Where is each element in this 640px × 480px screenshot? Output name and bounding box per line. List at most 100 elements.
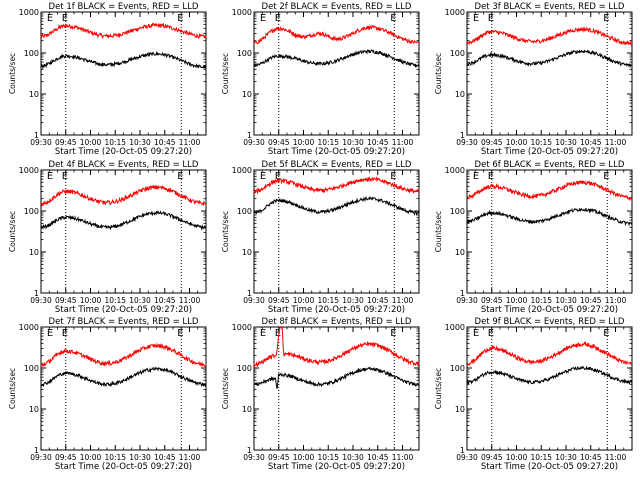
y-axis-label: Counts/sec	[221, 211, 230, 252]
y-tick-label: 1000	[445, 8, 465, 17]
y-tick-label: 100	[450, 207, 465, 216]
x-tick-label: 11:00	[392, 453, 414, 462]
x-tick-label: 10:30	[555, 296, 577, 305]
x-tick-label: 09:30	[30, 138, 52, 147]
y-tick-label: 1000	[19, 166, 39, 175]
x-tick-label: 09:45	[268, 296, 290, 305]
x-axis-label: Start Time (20-Oct-05 09:27:20)	[268, 147, 405, 157]
y-tick-label: 1	[460, 446, 465, 455]
x-tick-label: 09:30	[456, 453, 478, 462]
event-marker-label: E	[177, 13, 183, 24]
series-lld-red	[253, 176, 420, 195]
x-tick-label: 10:30	[129, 296, 151, 305]
event-marker-label: E	[603, 13, 609, 24]
y-axis-label: Counts/sec	[221, 53, 230, 94]
y-tick-label: 100	[237, 49, 252, 58]
y-tick-label: 1	[34, 289, 39, 298]
x-tick-label: 09:30	[243, 453, 265, 462]
event-marker-label: E	[488, 13, 494, 24]
series-lld-red	[40, 184, 207, 208]
chart-title: Det 9f BLACK = Events, RED = LLD	[475, 317, 625, 327]
event-marker-label: E	[62, 328, 68, 339]
x-tick-label: 10:00	[293, 296, 315, 305]
event-marker-label: E	[473, 328, 479, 339]
y-axis-label: Counts/sec	[8, 211, 17, 252]
chart-panel-7: Det 7f BLACK = Events, RED = LLD 1 10 100 10…	[8, 317, 207, 472]
event-marker-label: E	[603, 171, 609, 182]
x-axis-label: Start Time (20-Oct-05 09:27:20)	[55, 462, 192, 472]
x-axis-label: Start Time (20-Oct-05 09:27:20)	[268, 462, 405, 472]
x-tick-label: 09:30	[243, 138, 265, 147]
event-marker-label: E	[260, 171, 266, 182]
series-lld-red	[253, 24, 420, 45]
y-tick-label: 1	[247, 289, 252, 298]
y-axis-label: Counts/sec	[8, 368, 17, 409]
y-tick-label: 1000	[19, 323, 39, 332]
chart-title: Det 4f BLACK = Events, RED = LLD	[49, 160, 199, 170]
y-tick-label: 100	[450, 364, 465, 373]
y-tick-label: 1	[460, 131, 465, 140]
x-tick-label: 11:00	[605, 138, 627, 147]
y-tick-label: 1	[460, 289, 465, 298]
series-events-black	[466, 49, 633, 68]
chart-title: Det 3f BLACK = Events, RED = LLD	[475, 2, 625, 12]
y-tick-label: 1000	[232, 166, 252, 175]
event-marker-label: E	[260, 13, 266, 24]
series-lld-red	[466, 179, 633, 202]
x-axis-label: Start Time (20-Oct-05 09:27:20)	[55, 147, 192, 157]
x-axis-label: Start Time (20-Oct-05 09:27:20)	[481, 305, 618, 315]
y-tick-label: 1000	[232, 8, 252, 17]
event-marker-label: E	[62, 171, 68, 182]
x-tick-label: 10:30	[129, 138, 151, 147]
x-tick-label: 11:00	[605, 453, 627, 462]
x-tick-label: 10:00	[506, 453, 528, 462]
y-tick-label: 1	[247, 131, 252, 140]
x-tick-label: 10:15	[104, 138, 126, 147]
x-tick-label: 09:45	[55, 296, 77, 305]
series-events-black	[254, 366, 420, 389]
y-tick-label: 10	[455, 90, 465, 99]
event-marker-label: E	[390, 13, 396, 24]
event-marker-label: E	[177, 328, 183, 339]
event-marker-label: E	[177, 171, 183, 182]
chart-title: Det 8f BLACK = Events, RED = LLD	[262, 317, 412, 327]
series-lld-red	[466, 340, 633, 366]
event-marker-label: E	[473, 171, 479, 182]
x-tick-label: 11:00	[179, 296, 201, 305]
chart-panel-2: Det 2f BLACK = Events, RED = LLD 1 10 100 10…	[221, 2, 420, 157]
x-axis-label: Start Time (20-Oct-05 09:27:20)	[268, 305, 405, 315]
x-tick-label: 11:00	[392, 296, 414, 305]
x-axis-label: Start Time (20-Oct-05 09:27:20)	[481, 462, 618, 472]
x-tick-label: 09:45	[481, 138, 503, 147]
x-tick-label: 10:15	[530, 453, 552, 462]
x-tick-label: 10:15	[317, 453, 339, 462]
y-tick-label: 10	[29, 405, 39, 414]
y-tick-label: 10	[242, 248, 252, 257]
y-tick-label: 10	[242, 405, 252, 414]
series-events-black	[40, 210, 207, 231]
x-tick-label: 10:45	[154, 296, 176, 305]
chart-title: Det 7f BLACK = Events, RED = LLD	[49, 317, 199, 327]
event-marker-label: E	[47, 328, 53, 339]
x-tick-label: 10:45	[580, 453, 602, 462]
series-events-black	[40, 50, 207, 70]
x-tick-label: 10:15	[317, 296, 339, 305]
x-tick-label: 10:45	[154, 138, 176, 147]
x-tick-label: 09:45	[55, 138, 77, 147]
x-tick-label: 09:45	[481, 296, 503, 305]
event-marker-label: E	[390, 171, 396, 182]
y-axis-label: Counts/sec	[434, 211, 443, 252]
series-lld-red	[253, 326, 420, 369]
x-tick-label: 09:45	[55, 453, 77, 462]
x-tick-label: 09:30	[243, 296, 265, 305]
x-tick-label: 10:30	[342, 296, 364, 305]
y-tick-label: 1000	[445, 323, 465, 332]
y-tick-label: 1	[247, 446, 252, 455]
x-axis-label: Start Time (20-Oct-05 09:27:20)	[481, 147, 618, 157]
event-marker-label: E	[260, 328, 266, 339]
y-tick-label: 100	[237, 207, 252, 216]
chart-panel-5: Det 5f BLACK = Events, RED = LLD 1 10 100 10…	[221, 160, 420, 315]
x-tick-label: 09:30	[30, 296, 52, 305]
event-marker-label: E	[275, 171, 281, 182]
